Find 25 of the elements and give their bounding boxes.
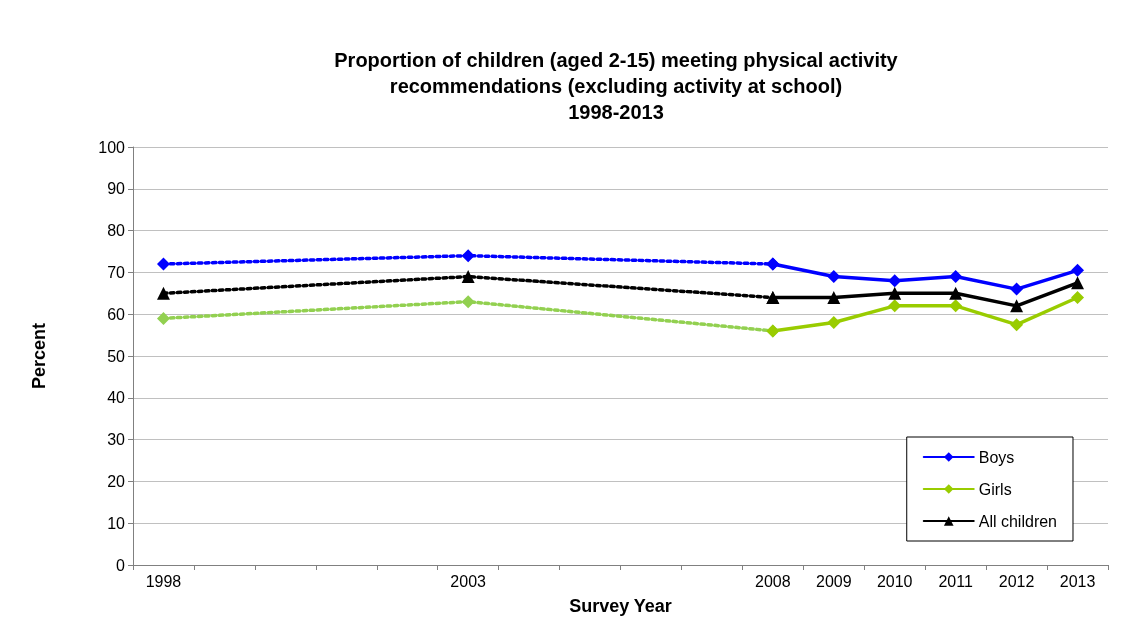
y-tick-label: 70 [107, 263, 126, 281]
y-tick-label: 50 [107, 347, 126, 365]
legend-label: Girls [978, 480, 1012, 498]
y-axis-title: Percent [29, 322, 49, 390]
x-tick-label: 2011 [938, 572, 973, 590]
x-tick-label: 2009 [815, 572, 852, 590]
y-tick-label: 10 [107, 514, 126, 532]
y-tick-label: 90 [107, 180, 126, 198]
y-tick-label: 0 [116, 556, 126, 574]
x-tick-label: 1998 [145, 572, 182, 590]
y-tick-label: 80 [107, 222, 126, 240]
y-tick-label: 30 [107, 431, 126, 449]
chart-title: Proportion of children (aged 2-15) meeting physical activity recommendations (excluding activity at school) 1998-2013 [334, 49, 899, 123]
legend-label: All children [978, 512, 1058, 530]
x-tick-label: 2012 [998, 572, 1035, 590]
x-tick-label: 2010 [876, 572, 913, 590]
y-tick-label: 100 [98, 138, 126, 156]
x-tick-label: 2013 [1059, 572, 1096, 590]
x-tick-label: 2003 [450, 572, 487, 590]
y-tick-label: 60 [107, 305, 126, 323]
y-tick-label: 20 [107, 472, 126, 490]
x-tick-label: 2008 [755, 572, 791, 590]
x-axis-title: Survey Year [569, 596, 672, 616]
legend-label: Boys [978, 448, 1015, 466]
y-tick-label: 40 [107, 389, 126, 407]
